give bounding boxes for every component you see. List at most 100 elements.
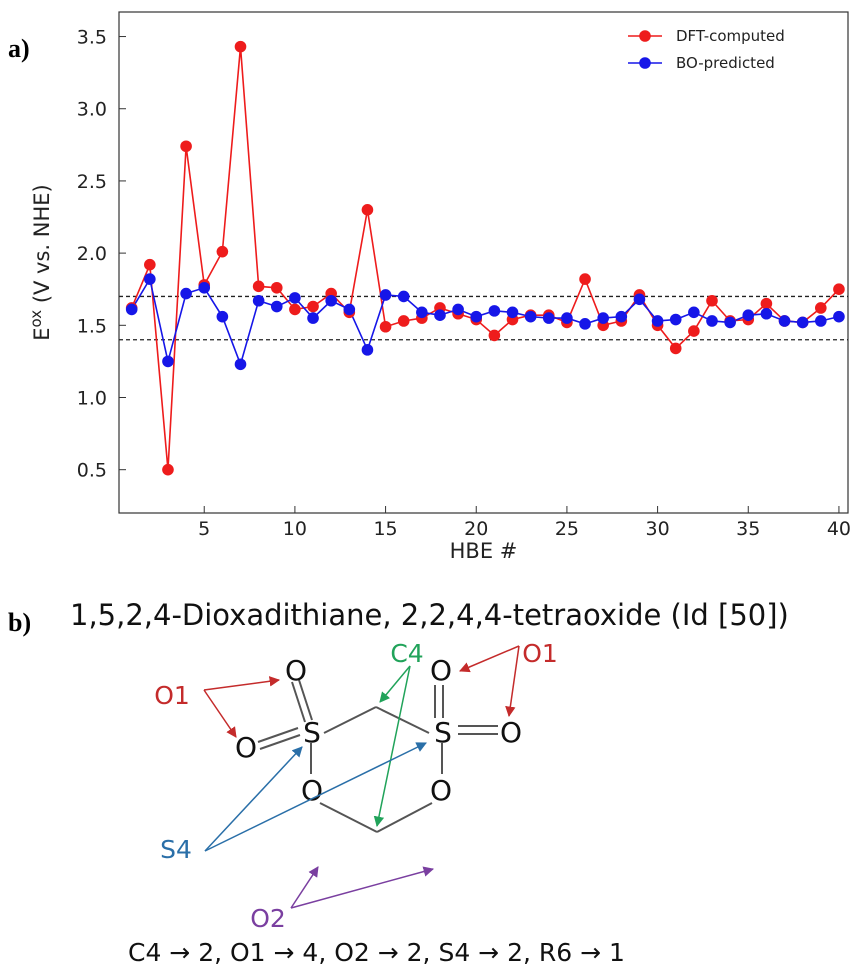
- arrow-s4-to-right-sulfur: [204, 742, 427, 852]
- data-point-dft-39: [814, 302, 827, 314]
- x-axis-label: HBE #: [450, 539, 518, 563]
- bond-s-c-left: [323, 706, 377, 734]
- data-point-bo-27: [597, 312, 609, 324]
- data-point-bo-20: [470, 310, 483, 323]
- x-tick-label: 5: [198, 518, 210, 540]
- bond-c-o-bottom-right: [376, 802, 433, 833]
- atom-oxygen-right: O: [500, 716, 522, 749]
- arrow-o2-to-left-ring-oxygen: [290, 866, 319, 909]
- data-point-bo-35: [742, 309, 755, 321]
- data-point-bo-3: [162, 355, 174, 368]
- data-point-bo-19: [452, 303, 464, 316]
- bond-c-s-right: [375, 706, 430, 734]
- data-point-dft-3: [162, 463, 174, 476]
- data-point-bo-16: [397, 290, 410, 303]
- data-point-dft-10: [289, 303, 301, 316]
- data-point-bo-5: [198, 281, 211, 294]
- data-point-dft-26: [579, 273, 591, 285]
- data-point-bo-33: [706, 315, 718, 327]
- bonds: [257, 679, 498, 833]
- data-point-bo-36: [760, 307, 773, 320]
- data-point-bo-4: [180, 287, 192, 300]
- arrow-o1-left-to-top-oxygen: [203, 676, 281, 691]
- data-point-bo-17: [416, 306, 428, 319]
- data-point-dft-7: [234, 40, 247, 53]
- label-o1-right: O1: [522, 639, 558, 668]
- y-tick-label: 3.5: [77, 27, 107, 49]
- molecule-title: 1,5,2,4-Dioxadithiane, 2,2,4,4-tetraoxid…: [70, 598, 789, 632]
- data-point-dft-6: [216, 245, 229, 258]
- data-point-dft-4: [180, 140, 192, 153]
- data-point-bo-2: [144, 273, 156, 285]
- panel-a-label: a): [8, 34, 30, 63]
- x-tick-label: 35: [736, 518, 760, 540]
- plot-frame: [118, 11, 849, 514]
- data-point-bo-21: [488, 305, 501, 317]
- arrow-o2-to-right-ring-oxygen: [290, 866, 435, 909]
- series-line-0: [130, 46, 840, 470]
- atom-oxygen-top-right: O: [430, 654, 452, 687]
- data-point-dft-8: [252, 280, 265, 293]
- data-point-bo-38: [796, 316, 809, 329]
- arrow-s4-to-left-sulfur: [204, 746, 303, 852]
- data-point-bo-31: [669, 313, 682, 326]
- x-tick-label: 30: [645, 518, 669, 540]
- data-point-bo-23: [524, 310, 537, 323]
- y-tick-label: 0.5: [77, 460, 107, 482]
- data-point-bo-10: [289, 292, 301, 304]
- y-tick-label: 3.0: [77, 99, 107, 121]
- bond-s-o-top-left-a: [291, 681, 306, 723]
- bond-o-c-bottom-left: [319, 802, 378, 833]
- arrow-c4-to-top-carbon: [379, 665, 411, 703]
- data-point-bo-12: [325, 294, 337, 307]
- data-point-dft-16: [397, 315, 410, 327]
- label-c4: C4: [390, 639, 423, 668]
- arrow-o1-left-to-left-oxygen: [203, 689, 237, 738]
- series-line-1: [131, 276, 840, 367]
- data-point-dft-40: [833, 283, 845, 296]
- x-tick-label: 10: [283, 518, 307, 540]
- arrow-o1-right-to-top-oxygen: [459, 645, 520, 673]
- data-point-bo-6: [216, 310, 229, 323]
- data-point-bo-28: [615, 310, 628, 323]
- atom-count-summary: C4 → 2, O1 → 4, O2 → 2, S4 → 2, R6 → 1: [128, 938, 625, 967]
- label-s4: S4: [160, 835, 192, 864]
- data-point-dft-33: [706, 294, 718, 307]
- y-tick-label: 1.5: [77, 315, 107, 337]
- y-tick-label: 2.0: [77, 243, 107, 265]
- label-o1-left: O1: [154, 681, 190, 710]
- data-point-dft-2: [144, 258, 156, 271]
- arrow-c4-to-bottom-carbon: [373, 665, 411, 828]
- y-tick-label: 1.0: [77, 387, 107, 409]
- bond-s-o-top-left-b: [298, 679, 313, 721]
- x-tick-label: 40: [827, 518, 851, 540]
- data-point-bo-34: [724, 316, 736, 329]
- atom-oxygen-ring-right: O: [430, 774, 452, 807]
- legend-label-0: DFT-computed: [676, 27, 785, 45]
- data-point-bo-1: [125, 303, 138, 316]
- data-point-bo-18: [434, 309, 446, 321]
- data-point-dft-21: [488, 329, 501, 342]
- x-tick-label: 25: [555, 518, 579, 540]
- arrow-o1-right-to-right-oxygen: [505, 645, 520, 718]
- legend-marker-1: [639, 57, 651, 69]
- y-tick-label: 2.5: [77, 171, 107, 193]
- atoms: O O S O S O O O: [235, 654, 522, 807]
- data-point-bo-9: [270, 300, 283, 313]
- data-point-bo-40: [833, 310, 845, 323]
- data-point-bo-24: [542, 312, 555, 324]
- atom-sulfur-right: S: [434, 716, 452, 749]
- data-point-dft-31: [669, 342, 682, 355]
- data-point-dft-32: [688, 325, 700, 337]
- atom-oxygen-ring-left: O: [301, 774, 323, 807]
- y-axis-label: Eox (V vs. NHE): [27, 184, 54, 340]
- label-o2: O2: [250, 904, 286, 933]
- data-point-bo-7: [234, 358, 247, 371]
- data-point-bo-39: [814, 315, 827, 327]
- data-point-dft-14: [361, 204, 374, 216]
- oxidation-potential-chart: 5 10 15 20 25 30 35 40 0.5 1.0 1.5 2.0 2.5 3.0 3.5 HBE …: [27, 11, 851, 563]
- data-point-dft-36: [760, 297, 773, 310]
- data-point-bo-30: [651, 315, 664, 327]
- legend-marker-0: [639, 30, 651, 42]
